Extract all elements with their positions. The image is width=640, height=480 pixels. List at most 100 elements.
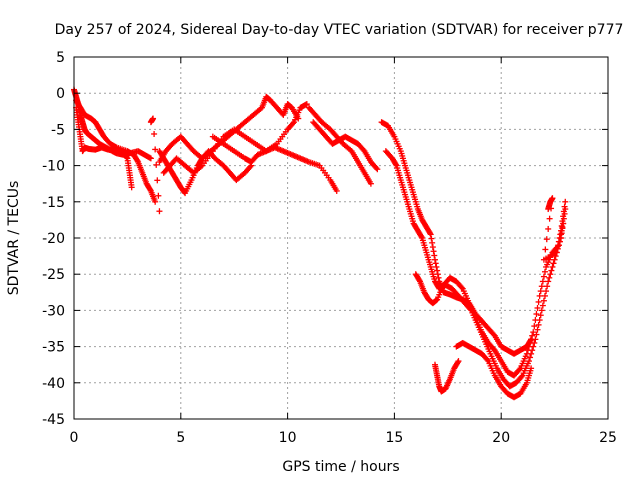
series-arc-16 — [540, 195, 569, 263]
data-point — [543, 236, 550, 243]
data-point — [528, 336, 535, 343]
data-point — [558, 227, 565, 234]
data-point — [418, 233, 425, 240]
data-point — [544, 283, 551, 290]
data-point — [555, 238, 562, 245]
data-point — [542, 246, 549, 253]
data-point — [541, 292, 548, 299]
data-point — [147, 155, 154, 162]
data-point — [559, 218, 566, 225]
data-point — [427, 230, 433, 237]
data-point — [538, 307, 545, 314]
data-point — [553, 249, 560, 256]
data-point — [360, 146, 367, 153]
data-point — [560, 208, 567, 215]
data-point — [128, 184, 135, 191]
data-point — [530, 329, 537, 336]
series-arc-8 — [209, 133, 340, 194]
data-point — [123, 154, 130, 161]
data-point — [529, 332, 536, 339]
series-arc-14 — [431, 358, 462, 395]
x-tick-label: 20 — [492, 430, 510, 446]
series-arc-10 — [310, 119, 381, 173]
x-tick-label: 10 — [279, 430, 297, 446]
data-point — [545, 225, 552, 232]
data-point — [559, 224, 566, 231]
data-point — [550, 260, 557, 267]
data-point — [535, 298, 542, 305]
data-point — [534, 304, 541, 311]
y-tick-label: -20 — [42, 231, 65, 247]
data-point — [556, 235, 563, 241]
data-point — [431, 256, 438, 263]
data-point — [545, 278, 552, 285]
data-point — [134, 157, 141, 164]
data-point — [490, 346, 497, 353]
data-point — [532, 317, 539, 324]
data-point — [555, 242, 562, 249]
data-point — [557, 231, 564, 238]
chart-title: Day 257 of 2024, Sidereal Day-to-day VTE… — [55, 22, 624, 38]
y-tick-label: 0 — [56, 86, 65, 102]
y-tick-label: -5 — [51, 122, 65, 138]
data-point — [154, 177, 161, 184]
data-point — [333, 187, 340, 194]
y-tick-label: 5 — [56, 50, 65, 66]
x-axis-label: GPS time / hours — [282, 459, 399, 475]
data-point — [367, 180, 374, 187]
series-arc-6 — [156, 93, 302, 165]
data-point — [455, 358, 462, 365]
data-point — [152, 146, 159, 153]
data-point — [431, 252, 438, 259]
data-point — [536, 292, 543, 299]
series-arc-9 — [305, 104, 374, 187]
data-point — [531, 323, 538, 330]
data-point — [549, 263, 556, 270]
data-point — [546, 215, 553, 222]
data-point — [152, 198, 159, 205]
data-point — [533, 331, 540, 338]
data-point — [533, 311, 540, 318]
y-tick-label: -35 — [42, 340, 65, 356]
data-point — [558, 222, 565, 229]
x-tick-label: 0 — [70, 430, 79, 446]
data-point — [392, 161, 399, 168]
data-point — [527, 339, 534, 346]
data-point — [548, 205, 555, 212]
data-point — [430, 248, 437, 255]
data-point — [537, 312, 544, 319]
data-point — [551, 256, 558, 263]
data-point — [528, 365, 535, 372]
data-point — [429, 239, 436, 246]
y-tick-label: -30 — [42, 303, 65, 319]
data-point — [484, 356, 491, 363]
data-point — [434, 267, 441, 274]
data-point — [289, 120, 296, 127]
data-point — [432, 260, 439, 267]
data-point — [433, 263, 440, 270]
data-point — [560, 213, 567, 220]
series-arc-3 — [73, 97, 159, 205]
series-arc-7 — [160, 101, 310, 176]
data-point — [429, 244, 436, 251]
data-point — [540, 273, 547, 280]
data-point — [561, 203, 568, 210]
data-point — [523, 350, 530, 357]
data-point — [543, 288, 550, 295]
series-arc-12 — [382, 148, 569, 390]
series-arc-15 — [453, 339, 535, 401]
series-arc-2 — [73, 104, 135, 191]
series-arc-13 — [412, 220, 567, 379]
y-tick-label: -45 — [42, 412, 65, 428]
data-point — [538, 283, 545, 290]
data-point — [427, 231, 434, 238]
data-point — [247, 163, 254, 170]
series-arc-4 — [147, 115, 163, 215]
data-point — [516, 366, 523, 373]
data-point — [156, 208, 163, 215]
data-point — [537, 288, 544, 295]
data-point — [549, 195, 556, 202]
x-tick-label: 5 — [176, 430, 185, 446]
data-point — [435, 274, 442, 281]
